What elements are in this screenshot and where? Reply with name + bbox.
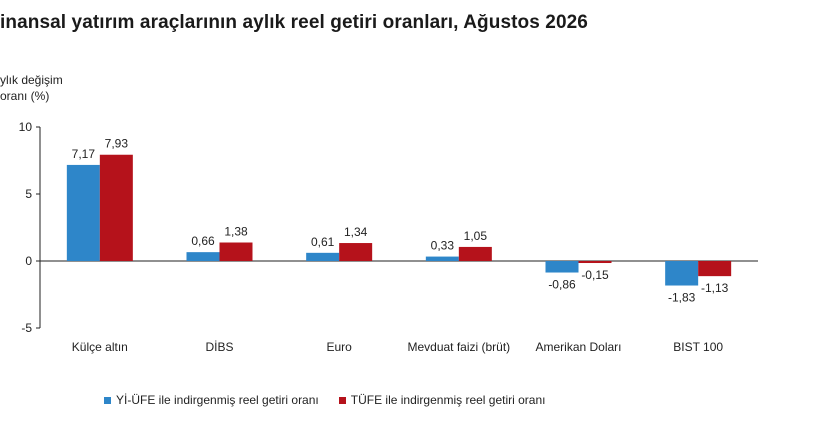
- y-axis-label: ylık değişim oranı (%): [0, 72, 120, 104]
- y-tick-label: 0: [25, 254, 32, 268]
- data-label: 0,33: [431, 239, 455, 253]
- y-axis-label-line-2: oranı (%): [0, 89, 50, 103]
- data-label: 7,93: [105, 137, 129, 151]
- y-tick-label: -5: [21, 321, 32, 335]
- legend: Yİ-ÜFE ile indirgenmiş reel getiri oranı…: [104, 393, 724, 407]
- bar-tufe: [458, 246, 492, 261]
- bar-yi-ufe: [665, 261, 699, 286]
- data-label: 1,34: [344, 225, 368, 239]
- x-category-label: Euro: [326, 340, 352, 354]
- data-label: -0,15: [581, 268, 609, 282]
- bar-tufe: [339, 243, 373, 261]
- bar-yi-ufe: [66, 164, 100, 261]
- data-label: 1,38: [224, 225, 248, 239]
- x-category-label: Amerikan Doları: [535, 340, 621, 354]
- bar-yi-ufe: [186, 252, 220, 261]
- x-category-label: Külçe altın: [72, 340, 128, 354]
- chart-title: inansal yatırım araçlarının aylık reel g…: [0, 12, 588, 33]
- y-axis-label-line-1: ylık değişim: [0, 73, 63, 87]
- legend-swatch-yi-ufe: [104, 396, 111, 404]
- y-tick-label: 5: [25, 187, 32, 201]
- data-label: 1,05: [464, 229, 488, 243]
- legend-label-yi-ufe: Yİ-ÜFE ile indirgenmiş reel getiri oranı: [116, 393, 319, 407]
- bar-tufe: [99, 154, 133, 261]
- bar-tufe: [219, 242, 253, 261]
- data-label: -1,83: [668, 291, 696, 305]
- legend-item-tufe: TÜFE ile indirgenmiş reel getiri oranı: [338, 393, 546, 407]
- data-label: 0,61: [311, 235, 335, 249]
- legend-label-tufe: TÜFE ile indirgenmiş reel getiri oranı: [350, 393, 546, 407]
- x-category-label: BIST 100: [673, 340, 723, 354]
- legend-item-yi-ufe: Yİ-ÜFE ile indirgenmiş reel getiri oranı: [104, 393, 319, 407]
- x-category-label: Mevduat faizi (brüt): [407, 340, 510, 354]
- bar-yi-ufe: [425, 256, 459, 261]
- data-label: -1,13: [701, 281, 729, 295]
- bar-tufe: [698, 261, 732, 277]
- bar-yi-ufe: [545, 261, 579, 273]
- data-label: 0,66: [191, 234, 215, 248]
- bar-yi-ufe: [306, 252, 340, 261]
- y-tick-label: 10: [19, 120, 33, 134]
- data-label: -0,86: [548, 278, 576, 292]
- x-category-label: DİBS: [205, 340, 233, 354]
- legend-swatch-tufe: [338, 396, 346, 404]
- bar-tufe: [578, 261, 612, 264]
- data-label: 7,17: [72, 147, 96, 161]
